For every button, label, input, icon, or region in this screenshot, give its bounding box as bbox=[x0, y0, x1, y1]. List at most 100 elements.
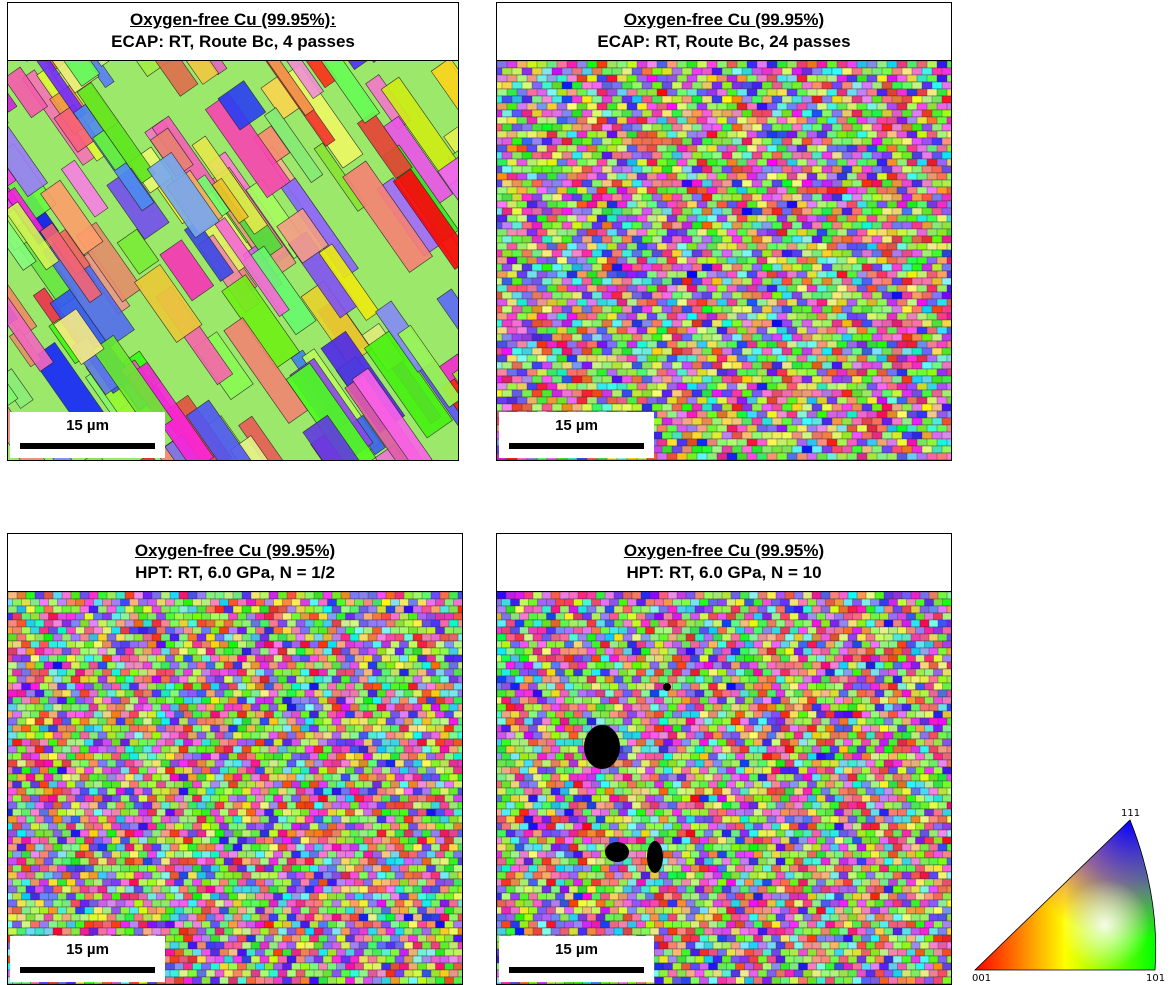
grain bbox=[862, 460, 874, 461]
grain bbox=[947, 257, 952, 264]
grain bbox=[752, 138, 763, 145]
grain bbox=[512, 236, 523, 243]
grain bbox=[350, 620, 360, 627]
grain bbox=[220, 655, 229, 662]
grain bbox=[682, 292, 693, 299]
grain bbox=[942, 208, 952, 215]
grain bbox=[632, 166, 642, 173]
grain bbox=[767, 243, 777, 250]
grain bbox=[627, 173, 638, 180]
grain bbox=[892, 68, 904, 75]
grain bbox=[687, 131, 698, 138]
figure: Oxygen-free Cu (99.95%): ECAP: RT, Route… bbox=[0, 0, 1171, 985]
grain bbox=[702, 110, 712, 117]
grain bbox=[887, 131, 897, 138]
grain bbox=[892, 460, 902, 461]
grain bbox=[89, 592, 99, 599]
grain bbox=[440, 620, 450, 627]
grain bbox=[458, 774, 463, 781]
grain bbox=[687, 229, 698, 236]
grain bbox=[391, 739, 400, 746]
grain bbox=[727, 159, 738, 166]
grain bbox=[202, 655, 211, 662]
grain bbox=[76, 767, 85, 774]
grain bbox=[697, 341, 708, 348]
grain bbox=[622, 152, 632, 159]
grain bbox=[98, 802, 107, 809]
grain bbox=[215, 816, 224, 823]
grain bbox=[812, 460, 823, 461]
grain bbox=[607, 243, 618, 250]
grain bbox=[422, 690, 432, 697]
grain bbox=[947, 131, 952, 138]
grain bbox=[502, 334, 512, 341]
grain bbox=[707, 271, 718, 278]
grain bbox=[395, 606, 405, 613]
grain bbox=[942, 194, 952, 201]
grain bbox=[582, 222, 593, 229]
grain bbox=[877, 299, 887, 306]
grain bbox=[310, 641, 320, 648]
grain bbox=[175, 669, 185, 676]
grain bbox=[867, 285, 877, 292]
grain bbox=[427, 599, 436, 606]
grain bbox=[532, 460, 543, 461]
grain bbox=[427, 739, 437, 746]
panel-header: Oxygen-free Cu (99.95%) HPT: RT, 6.0 GPa… bbox=[8, 534, 462, 592]
grain bbox=[507, 243, 518, 250]
grain bbox=[40, 753, 50, 760]
grain bbox=[197, 788, 207, 795]
grain bbox=[220, 599, 229, 606]
grain bbox=[436, 697, 446, 704]
grain bbox=[947, 243, 952, 250]
grain bbox=[822, 362, 833, 369]
grain bbox=[787, 383, 798, 390]
grain bbox=[296, 690, 305, 697]
grain bbox=[67, 669, 77, 676]
grain bbox=[233, 760, 242, 767]
grain bbox=[337, 781, 347, 788]
grain bbox=[697, 131, 708, 138]
grain bbox=[907, 89, 918, 96]
grain bbox=[897, 425, 908, 432]
grain bbox=[787, 355, 798, 362]
grain bbox=[662, 404, 673, 411]
grain bbox=[463, 641, 464, 648]
scale-line bbox=[509, 443, 644, 449]
grain bbox=[507, 369, 518, 376]
grain bbox=[497, 173, 508, 180]
grain bbox=[350, 606, 360, 613]
grain bbox=[256, 781, 266, 788]
grain bbox=[862, 432, 873, 439]
grain bbox=[193, 809, 203, 816]
grain bbox=[161, 648, 171, 655]
grain bbox=[622, 320, 633, 327]
grain bbox=[847, 383, 858, 390]
grain bbox=[872, 362, 883, 369]
grain bbox=[787, 453, 799, 460]
grain bbox=[782, 264, 793, 271]
grain bbox=[301, 627, 311, 634]
grain bbox=[431, 732, 441, 739]
grain bbox=[912, 152, 923, 159]
grain bbox=[517, 187, 527, 194]
grain bbox=[907, 145, 918, 152]
grain bbox=[867, 75, 878, 82]
grain bbox=[431, 816, 441, 823]
grain bbox=[767, 103, 778, 110]
grain bbox=[215, 690, 224, 697]
grain bbox=[85, 613, 95, 620]
grain bbox=[440, 760, 449, 767]
grain bbox=[912, 460, 924, 461]
grain bbox=[947, 159, 952, 166]
grain bbox=[832, 194, 843, 201]
grain bbox=[454, 669, 464, 676]
grain bbox=[787, 61, 797, 68]
grain bbox=[592, 278, 603, 285]
grain bbox=[382, 795, 391, 802]
grain bbox=[233, 662, 243, 669]
grain bbox=[702, 404, 713, 411]
grain bbox=[193, 767, 203, 774]
grain bbox=[602, 96, 612, 103]
grain bbox=[337, 669, 346, 676]
